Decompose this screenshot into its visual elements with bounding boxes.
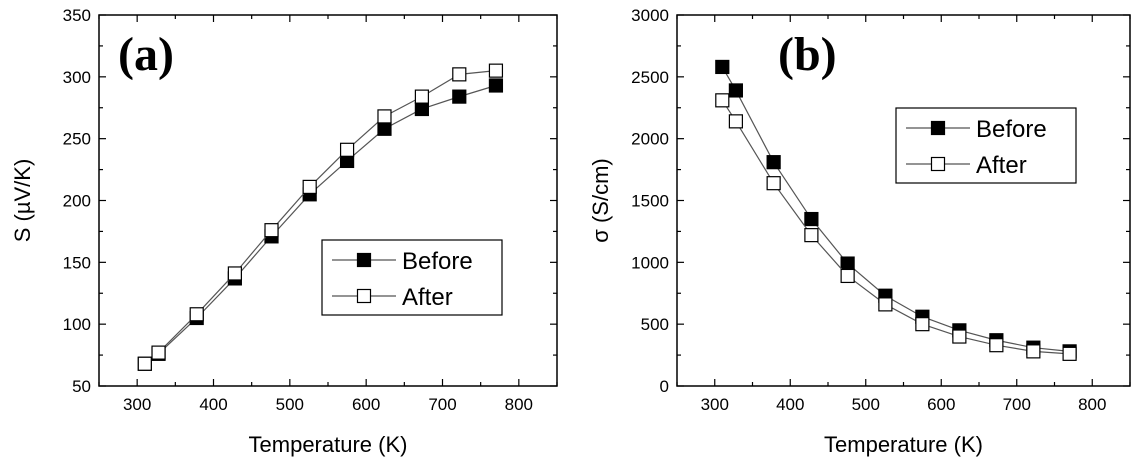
y-tick-label: 500	[641, 315, 669, 334]
y-tick-label: 150	[63, 253, 91, 272]
y-tick-label: 1000	[631, 253, 669, 272]
data-point-after	[804, 228, 819, 243]
y-tick-label: 2000	[631, 130, 669, 149]
data-point-after	[339, 142, 355, 157]
data-point-after	[151, 345, 166, 360]
legend-label: After	[402, 284, 453, 311]
legend: Before After	[321, 239, 503, 316]
legend-label: Before	[402, 248, 473, 275]
data-point-before	[804, 211, 819, 227]
x-tick-label: 400	[776, 395, 804, 414]
data-point-after	[952, 329, 967, 344]
x-tick-label: 600	[927, 395, 955, 414]
data-point-after	[840, 268, 855, 284]
data-point-before	[488, 78, 504, 93]
x-tick-label: 500	[852, 395, 880, 414]
y-tick-label: 3000	[631, 6, 669, 25]
data-point-after	[264, 223, 279, 238]
legend: Before After	[895, 107, 1077, 184]
data-point-before	[377, 121, 392, 136]
x-tick-label: 800	[1078, 395, 1106, 414]
y-axis-title: σ (S/cm)	[588, 158, 613, 242]
x-tick-label: 300	[123, 395, 151, 414]
x-axis-title: Temperature (K)	[824, 432, 983, 457]
data-point-after	[414, 89, 429, 104]
y-tick-label: 100	[63, 315, 91, 334]
data-point-after	[766, 176, 781, 191]
y-tick-label: 200	[63, 192, 91, 211]
x-tick-label: 800	[505, 395, 533, 414]
y-tick-label: 250	[63, 130, 91, 149]
y-axis-title: S (µV/K)	[10, 159, 35, 243]
y-tick-label: 300	[63, 68, 91, 87]
legend-label: After	[976, 152, 1027, 179]
x-tick-label: 300	[701, 395, 729, 414]
data-point-after	[989, 338, 1004, 353]
data-point-after	[302, 179, 317, 194]
data-point-after	[227, 266, 242, 281]
legend-marker	[356, 252, 372, 268]
data-point-after	[728, 114, 743, 129]
data-point-after	[189, 307, 204, 322]
data-point-after	[878, 297, 893, 312]
legend-marker	[930, 120, 946, 136]
y-tick-label: 350	[63, 6, 91, 25]
y-tick-label: 0	[660, 377, 669, 396]
data-point-before	[414, 101, 429, 117]
x-tick-label: 400	[199, 395, 227, 414]
plot-frame	[676, 14, 1131, 387]
x-tick-label: 700	[428, 395, 456, 414]
panel-label: (b)	[778, 28, 837, 81]
data-point-before	[840, 256, 855, 271]
data-point-before	[728, 83, 743, 98]
legend-label: Before	[976, 116, 1047, 143]
x-tick-label: 700	[1003, 395, 1031, 414]
x-axis-title: Temperature (K)	[249, 432, 408, 457]
data-point-before	[766, 155, 781, 170]
panel-label: (a)	[118, 28, 174, 81]
data-point-after	[137, 356, 152, 371]
legend-box	[895, 107, 1077, 184]
data-point-after	[1062, 346, 1077, 361]
x-tick-label: 500	[276, 395, 304, 414]
data-point-after	[715, 93, 730, 108]
legend-marker	[356, 288, 372, 304]
data-point-after	[915, 317, 930, 332]
y-tick-label: 2500	[631, 68, 669, 87]
chart-panel-a: 300 400 500 600 700 800 50 100 150 200 250 300 350 Te…	[10, 6, 558, 457]
data-point-after	[488, 63, 504, 78]
data-point-after	[377, 109, 392, 124]
y-tick-label: 1500	[631, 192, 669, 211]
data-point-after	[452, 67, 467, 82]
x-tick-label: 600	[352, 395, 380, 414]
y-tick-label: 50	[72, 377, 91, 396]
data-point-after	[1026, 344, 1041, 359]
data-point-before	[715, 59, 730, 75]
chart-panel-b: 300 400 500 600 700 800 0 500 1000 1500 2000 2500 30…	[588, 6, 1131, 457]
data-point-before	[452, 89, 467, 104]
legend-box	[321, 239, 503, 316]
legend-marker	[930, 156, 946, 172]
